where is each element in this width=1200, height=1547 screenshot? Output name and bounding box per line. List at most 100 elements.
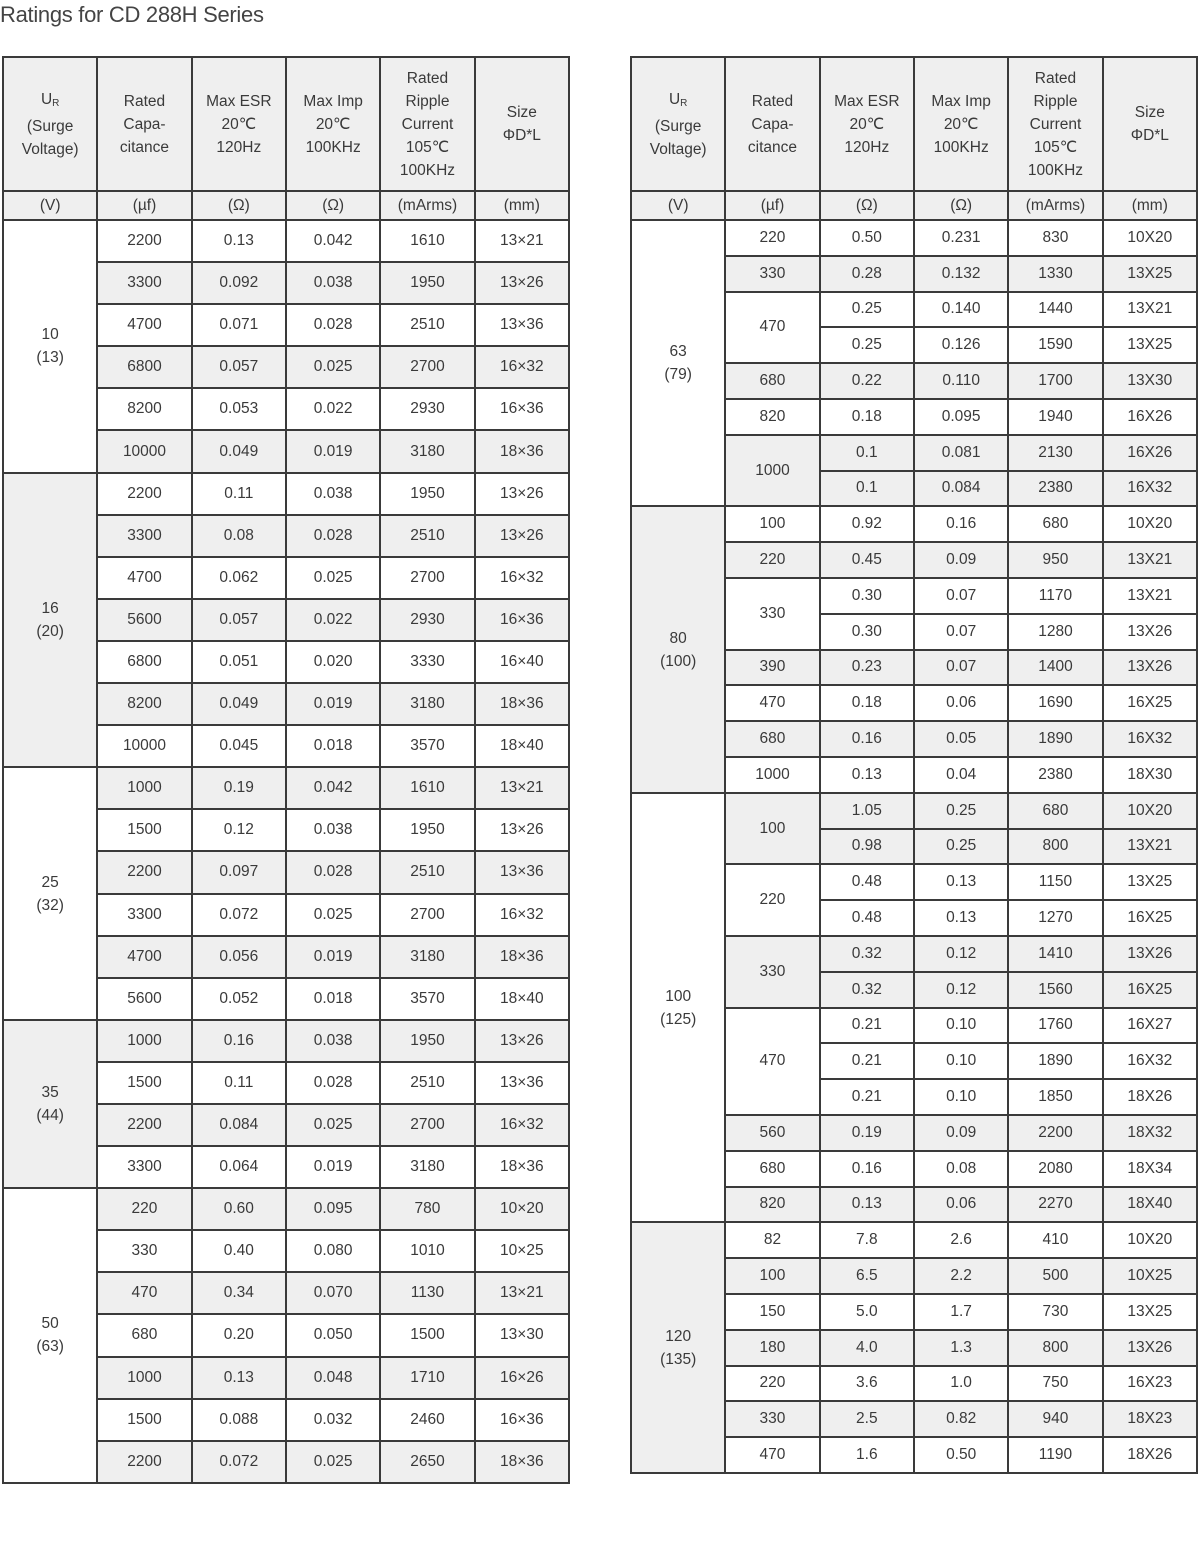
table-row: 0.32 0.12 1560 16X25 xyxy=(631,970,1199,1009)
impedance-cell: 0.13 xyxy=(912,899,1010,937)
table-row: 330 0.40 0.080 1010 10×25 xyxy=(3,1229,571,1274)
esr-cell: 0.08 xyxy=(190,513,287,558)
ripple-current-cell: 680 xyxy=(1007,791,1104,830)
impedance-cell: 0.50 xyxy=(912,1436,1010,1474)
esr-cell: 0.21 xyxy=(818,1042,915,1081)
header-row: UR (Surge Voltage) Rated Capa-citance Max ESR… xyxy=(629,56,1199,192)
ripple-current-cell: 2700 xyxy=(379,345,476,390)
size-cell: 10X20 xyxy=(1101,791,1199,830)
header-text: (Surge xyxy=(654,117,702,135)
impedance-cell: 0.07 xyxy=(912,612,1010,651)
size-cell: 13×26 xyxy=(473,1018,571,1063)
ripple-current-cell: 3330 xyxy=(379,639,476,685)
impedance-cell: 0.042 xyxy=(284,766,382,811)
esr-cell: 0.18 xyxy=(818,397,915,436)
table-row: 80 (100) 100 0.92 0.16 680 10X20 xyxy=(629,505,1199,794)
header-text: Max Imp xyxy=(303,92,363,110)
ripple-current-cell: 800 xyxy=(1007,827,1104,866)
esr-cell: 0.40 xyxy=(190,1229,287,1274)
ripple-current-cell: 1010 xyxy=(379,1229,476,1274)
ripple-current-cell: 830 xyxy=(1007,219,1104,257)
header-text: 105℃ xyxy=(405,138,450,156)
size-cell: 10X25 xyxy=(1101,1257,1199,1295)
table-row: 5600 0.052 0.018 3570 18×40 xyxy=(3,976,571,1021)
header-text: 100KHz xyxy=(305,138,361,156)
capacitance-cell: 8200 xyxy=(96,682,193,727)
ripple-current-cell: 730 xyxy=(1007,1292,1104,1331)
size-cell: 13X26 xyxy=(1101,648,1199,687)
capacitance-cell: 6800 xyxy=(96,345,193,390)
table-row: 1500 0.088 0.032 2460 16×36 xyxy=(3,1397,571,1442)
esr-cell: 0.13 xyxy=(818,1185,915,1224)
impedance-cell: 0.080 xyxy=(284,1229,382,1274)
table-row: 25 (32) 1000 0.19 0.042 1610 13×21 xyxy=(1,766,571,1021)
esr-cell: 0.48 xyxy=(818,899,915,937)
ripple-current-cell: 2650 xyxy=(379,1439,476,1484)
unit-size: (mm) xyxy=(473,190,571,221)
impedance-cell: 0.09 xyxy=(912,1113,1010,1152)
size-cell: 16×40 xyxy=(473,639,571,685)
size-cell: 16×32 xyxy=(473,1102,571,1148)
size-cell: 16X26 xyxy=(1101,433,1199,472)
rated-voltage: 10 xyxy=(41,326,59,344)
capacitance-cell: 4700 xyxy=(96,934,193,979)
impedance-cell: 0.038 xyxy=(284,808,382,853)
ripple-current-cell: 1950 xyxy=(379,1018,476,1063)
header-text: ΦD*L xyxy=(1130,127,1169,144)
header-ripple-current: Rated Ripple Current 105℃ 100KHz xyxy=(1007,56,1104,192)
esr-cell: 0.23 xyxy=(818,648,915,687)
esr-cell: 0.071 xyxy=(190,303,287,348)
header-text: 120Hz xyxy=(216,138,262,156)
unit-ripple-current: (mArms) xyxy=(1007,190,1104,221)
impedance-cell: 0.028 xyxy=(284,850,382,895)
size-cell: 16X27 xyxy=(1101,1006,1199,1045)
size-cell: 18X26 xyxy=(1101,1078,1199,1116)
impedance-cell: 0.018 xyxy=(284,976,382,1021)
ripple-current-cell: 1500 xyxy=(379,1313,476,1358)
rated-voltage: 16 xyxy=(41,599,59,617)
capacitance-cell: 470 xyxy=(96,1271,193,1316)
impedance-cell: 0.025 xyxy=(284,345,382,390)
header-voltage: UR (Surge Voltage) xyxy=(1,56,99,192)
header-text: Current xyxy=(401,115,454,133)
esr-cell: 0.60 xyxy=(190,1187,287,1232)
esr-cell: 0.30 xyxy=(818,612,915,651)
size-cell: 13X21 xyxy=(1101,541,1199,579)
impedance-cell: 0.06 xyxy=(912,1185,1010,1224)
impedance-cell: 0.12 xyxy=(912,934,1010,973)
size-cell: 13×21 xyxy=(473,1271,571,1316)
ripple-current-cell: 3570 xyxy=(379,724,476,769)
size-cell: 16×36 xyxy=(473,1397,571,1442)
page-title: Ratings for CD 288H Series xyxy=(0,2,264,27)
capacitance-cell: 10000 xyxy=(96,724,193,769)
ripple-current-cell: 3180 xyxy=(379,429,476,474)
size-cell: 18X40 xyxy=(1101,1185,1199,1224)
size-cell: 13X21 xyxy=(1101,576,1199,615)
impedance-cell: 0.132 xyxy=(912,254,1010,293)
header-esr: Max ESR 20℃ 120Hz xyxy=(818,56,915,192)
header-text: citance xyxy=(747,138,798,156)
ripple-current-cell: 500 xyxy=(1007,1257,1104,1295)
header-text: 120Hz xyxy=(844,138,890,156)
table-row: 1000 0.13 0.048 1710 16×26 xyxy=(3,1355,571,1400)
ripple-current-cell: 780 xyxy=(379,1187,476,1232)
esr-cell: 0.092 xyxy=(190,261,287,306)
ripple-current-cell: 2930 xyxy=(379,597,476,642)
header-capacitance: Rated Capa-citance xyxy=(96,56,193,192)
ripple-current-cell: 1950 xyxy=(379,261,476,306)
ripple-current-cell: 2080 xyxy=(1007,1149,1104,1188)
size-cell: 13×36 xyxy=(473,1060,571,1105)
impedance-cell: 1.0 xyxy=(912,1364,1010,1403)
ripple-current-cell: 1710 xyxy=(379,1355,476,1400)
size-cell: 13×36 xyxy=(473,850,571,895)
impedance-cell: 0.10 xyxy=(912,1006,1010,1045)
capacitance-cell: 5600 xyxy=(96,597,193,642)
esr-cell: 0.92 xyxy=(818,505,915,544)
impedance-cell: 0.025 xyxy=(284,1102,382,1148)
esr-cell: 0.12 xyxy=(190,808,287,853)
size-cell: 18×36 xyxy=(473,1145,571,1190)
impedance-cell: 0.038 xyxy=(284,1018,382,1063)
unit-row: (V) (µf) (Ω) (Ω) (mArms) (mm) xyxy=(629,190,1199,221)
esr-cell: 0.084 xyxy=(190,1102,287,1148)
voltage-cell: 63 (79) xyxy=(629,218,727,508)
